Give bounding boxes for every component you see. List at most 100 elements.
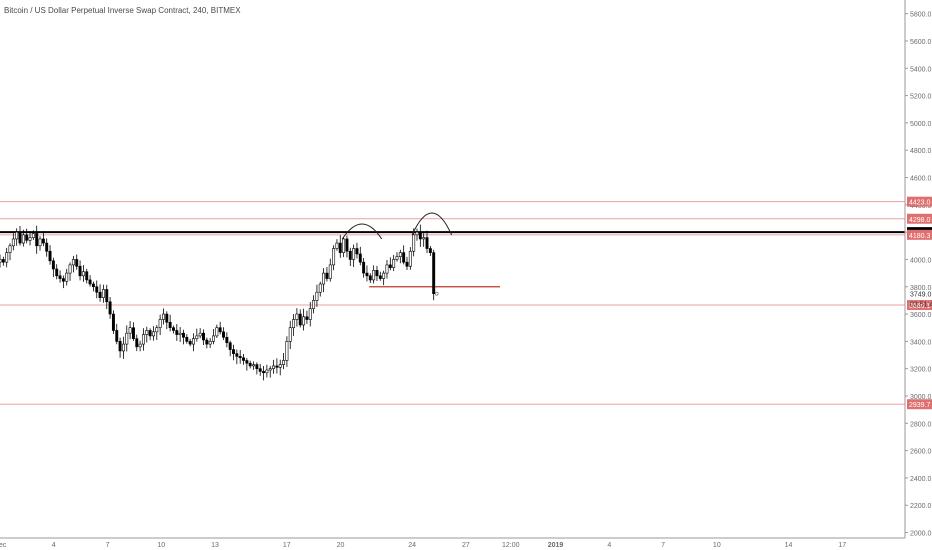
candle-body — [422, 237, 426, 240]
candle-body — [372, 270, 376, 281]
candle-body — [382, 272, 386, 279]
price-tick-label: 3800.0 — [910, 285, 932, 292]
time-tick-label: 12:00 — [502, 542, 520, 549]
candle-body — [25, 234, 29, 241]
candle-body — [312, 300, 316, 309]
candle-body — [81, 271, 85, 277]
candle-body — [352, 248, 356, 260]
candle-body — [5, 252, 9, 263]
candle-body — [388, 264, 392, 268]
candle-body — [232, 349, 235, 354]
candle-body — [121, 343, 125, 352]
candle-body — [298, 313, 302, 326]
candle-body — [8, 245, 12, 253]
candle-body — [272, 365, 276, 369]
time-tick-label: 2019 — [548, 542, 564, 549]
price-axis[interactable]: 2000.0 2200.0 2400.0 2600.0 2800.0 3000.0 3200… — [434, 0, 932, 538]
candle-body — [228, 342, 232, 350]
price-tick-label: 4600.0 — [910, 176, 932, 183]
candle-body — [355, 248, 359, 255]
candle-body — [78, 265, 82, 277]
level-price-badge — [907, 213, 932, 224]
candle-body — [288, 327, 292, 342]
candle-body — [238, 356, 242, 359]
candle-body — [428, 248, 432, 253]
time-tick-label: 24 — [408, 542, 416, 549]
candle-body — [218, 327, 222, 333]
candle-body — [205, 339, 209, 345]
candle-body — [255, 364, 259, 369]
candle-body — [198, 332, 202, 337]
candle-body — [165, 313, 169, 323]
price-tick-label: 3200.0 — [910, 367, 932, 374]
candle-body — [208, 341, 212, 345]
candle-body — [85, 271, 89, 281]
candle-body — [0, 259, 2, 263]
time-tick-label: 10 — [713, 542, 721, 549]
candle-body — [358, 253, 362, 263]
candle-body — [278, 364, 282, 368]
candle-body — [415, 231, 419, 236]
candle-body — [398, 252, 402, 258]
candle-body — [195, 335, 199, 339]
price-tick-label: 2800.0 — [910, 421, 932, 428]
candle-body — [295, 313, 299, 320]
candle-body — [75, 259, 79, 267]
candle-body — [215, 327, 219, 337]
candle-body — [98, 291, 102, 298]
candle-body — [148, 330, 152, 337]
candle-body — [68, 264, 72, 274]
price-tick-label: 2600.0 — [910, 449, 932, 456]
candles — [0, 224, 436, 381]
level-price-badge — [907, 196, 932, 207]
candle-body — [308, 308, 312, 320]
time-axis[interactable]: Dec 4 7 10 13 17 20 24 27 12:00 2019 4 7 10 14 17 — [0, 537, 905, 549]
level-price-badge — [907, 399, 932, 410]
candle-body — [268, 368, 272, 371]
candle-body — [342, 238, 346, 253]
candle-body — [178, 332, 182, 335]
candle-body — [182, 332, 185, 338]
price-tick-label: 3000.0 — [910, 394, 932, 401]
candle-body — [45, 242, 49, 252]
candle-body — [302, 316, 306, 326]
level-price-label: 2939.7 — [909, 402, 931, 409]
price-tick-label: 4000.0 — [910, 257, 932, 264]
candle-body — [172, 327, 175, 331]
candle-body — [48, 250, 52, 262]
candle-body — [141, 334, 145, 345]
candle-body — [21, 234, 25, 244]
candle-body — [55, 268, 59, 277]
candle-body — [212, 335, 215, 342]
level-price-label: 4423.0 — [909, 200, 931, 207]
candle-body — [88, 279, 92, 285]
time-tick-label: Dec — [0, 542, 7, 549]
candle-body — [151, 331, 155, 337]
candle-body — [405, 261, 409, 267]
time-tick-label: 13 — [211, 542, 219, 549]
candle-body — [1, 259, 5, 263]
candle-body — [252, 364, 256, 367]
candle-body — [65, 272, 69, 282]
candle-body — [345, 238, 349, 252]
candle-body — [222, 331, 225, 338]
candle-body — [395, 256, 399, 260]
price-tick-label: 5400.0 — [910, 66, 932, 73]
candle-body — [202, 332, 205, 341]
candle-body — [192, 338, 195, 345]
candle-body — [168, 321, 172, 329]
level-price-badge — [907, 300, 932, 311]
price-tick-label: 3400.0 — [910, 339, 932, 346]
candle-body — [61, 278, 65, 282]
candle-body — [108, 301, 112, 315]
price-tick-label: 3600.0 — [910, 312, 932, 319]
candle-body — [128, 327, 132, 334]
top-arc-2 — [411, 212, 453, 236]
level-price-label: 3666.1 — [909, 303, 931, 310]
candle-body — [135, 338, 139, 348]
top-arc-1 — [341, 223, 383, 240]
candle-body — [402, 252, 406, 263]
candle-body — [225, 336, 229, 344]
price-tick-label: 2400.0 — [910, 476, 932, 483]
